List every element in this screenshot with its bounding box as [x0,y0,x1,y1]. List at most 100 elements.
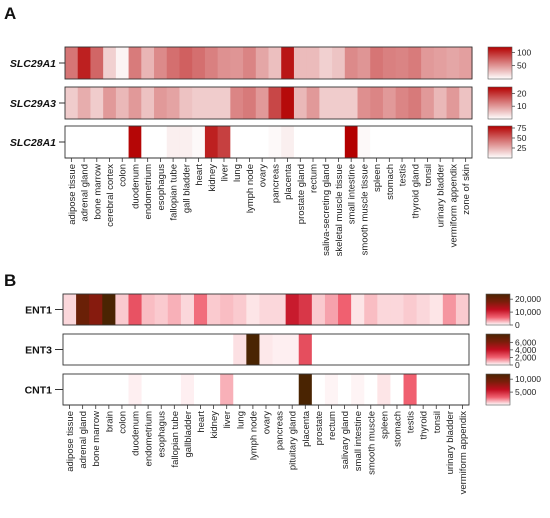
colorbar-tick-label: 20 [517,88,527,98]
x-tick-label-pancreas: pancreas [270,164,281,203]
heatmap-cell-slc28a1-liver [217,126,231,158]
heatmap-cell-slc29a1-prostate-gland [293,47,308,79]
heatmap-cell-slc29a1-spleen [370,47,384,79]
heatmap-cell-slc28a1-testis [395,126,410,158]
x-tick-label-urinary-bladder: urinary bladder [436,164,447,227]
heatmap-cell-ent1-spleen [377,294,392,325]
heatmap-cell-ent1-adipose-tissue [63,294,77,325]
x-tick-label-vermiform-appendix: vermiform appendix [458,411,469,495]
heatmap-cell-cnt1-small-intestine [351,374,365,405]
heatmap-cell-slc28a1-small-intestine [344,126,359,158]
x-tick-label-lymph-node: lymph node [248,411,259,460]
x-tick-label-prostate-gland: prostate gland [296,164,307,224]
heatmap-cell-ent1-prostate [311,294,326,325]
heatmap-cell-cnt1-pancreas [272,374,287,405]
heatmap-cell-slc28a1-zone-of-skin [459,126,473,158]
heatmap-cell-slc29a3-rectum [306,87,320,119]
heatmap-cell-ent3-rectum [324,334,339,365]
x-tick-label-ovary: ovary [258,164,269,187]
heatmap-cell-ent1-smooth-muscle [364,294,378,325]
heatmap-cell-cnt1-vermiform-appendix [455,374,470,405]
row-label-slc29a3: SLC29A3 [10,98,56,110]
heatmap-cell-slc29a1-bone-marrow [90,47,104,79]
heatmap-cell-ent1-adrenal-gland [76,294,90,325]
heatmap-cell-slc29a1-gall-bladder [179,47,193,79]
heatmap-cell-ent3-lymph-node [246,334,261,365]
x-tick-label-kidney: kidney [209,411,220,439]
x-tick-label-cerebral-cortex: cerebral cortex [105,164,116,227]
x-tick-label-placenta: placenta [301,410,312,447]
heatmap-cell-slc28a1-lymph-node [243,126,257,158]
x-tick-label-thyroid-gland: thyroid gland [410,164,421,218]
heatmap-cell-ent1-stomach [390,294,405,325]
heatmap-row-frame [64,46,473,80]
heatmap-cell-slc29a3-skeletal-muscle-tissue [332,87,346,119]
heatmap-cell-ent3-pancreas [272,334,287,365]
heatmap-cell-slc29a1-liver [217,47,231,79]
x-tick-label-smooth-muscle-tissue: smooth muscle tissue [359,164,370,255]
heatmap-cell-slc29a1-rectum [306,47,320,79]
heatmap-cell-ent3-esophagus [154,334,169,365]
x-tick-label-colon: colon [118,164,129,187]
heatmap-cell-ent3-brain [102,334,116,365]
x-tick-label-endometrium: endometrium [143,164,154,220]
heatmap-cell-slc29a3-bone-marrow [90,87,104,119]
heatmap-cell-cnt1-urinary-bladder [442,374,457,405]
heatmap-cell-slc28a1-thyroid-gland [408,126,422,158]
heatmap-cell-cnt1-esophagus [154,374,169,405]
heatmap-cell-slc29a1-adrenal-gland [77,47,92,79]
heatmap-cell-slc28a1-colon [115,126,130,158]
heatmap-cell-ent3-adrenal-gland [76,334,90,365]
heatmap-cell-ent1-colon [115,294,130,325]
heatmap-cell-slc28a1-spleen [370,126,384,158]
heatmap-cell-slc29a3-saliva-secreting-gland [319,87,333,119]
x-tick-label-adrenal-gland: adrenal gland [78,411,89,469]
heatmap-cell-ent1-vermiform-appendix [455,294,470,325]
colorbar-tick-label: 75 [517,123,527,133]
heatmap-row-frame [62,293,470,326]
heatmap-cell-slc29a1-urinary-bladder [433,47,448,79]
heatmap-cell-slc28a1-pancreas [268,126,282,158]
x-tick-label-lymph-node: lymph node [245,164,256,213]
heatmap-cell-slc29a1-fallopian-tube [166,47,181,79]
colorbar-tick-label: 50 [517,61,527,71]
heatmap-cell-ent3-thyroid [416,334,431,365]
x-tick-label-vermiform-appendix: vermiform appendix [448,164,459,248]
x-tick-label-tonsil: tonsil [423,164,434,186]
heatmap-cell-slc29a3-pancreas [268,87,282,119]
heatmap-cell-slc29a1-testis [395,47,410,79]
heatmap-cell-ent1-pituitary-gland [285,294,300,325]
heatmap-cell-ent1-lymph-node [246,294,261,325]
heatmap-cell-slc28a1-rectum [306,126,320,158]
heatmap-cell-ent1-liver [220,294,234,325]
x-tick-label-spleen: spleen [379,411,390,439]
heatmap-cell-ent3-urinary-bladder [442,334,457,365]
heatmap-cell-ent1-placenta [298,294,313,325]
heatmap-cell-cnt1-spleen [377,374,392,405]
heatmap-cell-slc29a3-smooth-muscle-tissue [357,87,371,119]
heatmap-cell-ent3-heart [193,334,208,365]
heatmap-cell-slc29a3-small-intestine [344,87,359,119]
heatmap-cell-ent3-adipose-tissue [63,334,77,365]
heatmap-cell-slc29a1-lymph-node [243,47,257,79]
x-tick-label-pituitary-gland: pituitary gland [288,411,299,470]
heatmap-cell-cnt1-duodenum [128,374,143,405]
heatmap-cell-cnt1-testis [403,374,418,405]
row-label-slc29a1: SLC29A1 [10,58,56,70]
heatmap-cell-ent1-heart [193,294,208,325]
heatmap-cell-ent1-endometrium [141,294,156,325]
heatmap-cell-slc29a3-kidney [204,87,219,119]
heatmap-cell-slc29a3-adrenal-gland [77,87,92,119]
heatmap-cell-slc29a1-duodenum [128,47,142,79]
heatmap-cell-cnt1-smooth-muscle [364,374,378,405]
heatmap-cell-slc28a1-tonsil [421,126,435,158]
x-tick-label-brain: brain [104,411,115,432]
heatmap-cell-slc29a3-zone-of-skin [459,87,473,119]
heatmap-cell-ent3-spleen [377,334,392,365]
x-tick-label-endometrium: endometrium [144,411,155,467]
colorbar-tick-label: 10,000 [515,307,541,317]
heatmap-cell-ent3-pituitary-gland [285,334,300,365]
heatmap-cell-ent3-stomach [390,334,405,365]
heatmap-panel-b: ENT1010,00020,000ENT302,0004,0006,000CNT… [25,293,541,495]
